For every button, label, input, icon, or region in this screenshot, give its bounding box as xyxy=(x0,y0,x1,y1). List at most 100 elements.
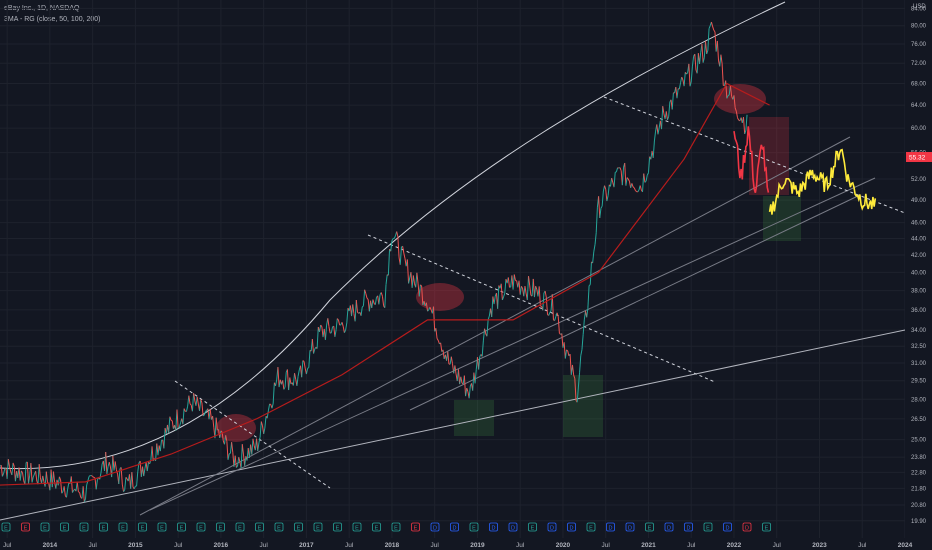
trend-line xyxy=(0,329,906,521)
price-candle xyxy=(313,348,316,354)
event-marker-label: E xyxy=(141,526,145,532)
price-candle xyxy=(564,349,568,359)
price-candle xyxy=(241,444,244,455)
event-marker-label: D xyxy=(726,526,730,532)
price-candle xyxy=(307,367,310,369)
price-candle xyxy=(435,328,438,339)
highlight-ellipse xyxy=(714,84,766,114)
price-candle xyxy=(601,191,604,207)
price-candle xyxy=(535,285,538,290)
price-candle xyxy=(283,386,286,390)
price-candle xyxy=(635,190,637,192)
event-marker-label: E xyxy=(82,526,86,532)
time-tick: Jul xyxy=(174,542,183,549)
trend-line xyxy=(149,177,876,511)
price-candle xyxy=(288,377,291,391)
event-marker xyxy=(40,522,50,532)
price-candle xyxy=(366,297,369,300)
price-candle xyxy=(106,466,109,474)
price-candle xyxy=(576,386,579,403)
time-tick: Jul xyxy=(431,542,440,549)
price-candle xyxy=(387,249,391,276)
price-candle xyxy=(647,156,651,173)
event-marker-label: E xyxy=(102,526,106,532)
price-candle xyxy=(178,422,182,428)
indicator-title[interactable]: 3MA - RG (close, 50, 100, 200) xyxy=(4,16,101,23)
price-tick: 49.00 xyxy=(911,198,927,204)
price-candle xyxy=(520,286,524,289)
price-candle xyxy=(391,238,394,241)
event-marker-label: E xyxy=(765,526,769,532)
price-candle xyxy=(328,326,331,334)
price-candle xyxy=(690,66,693,83)
price-candle xyxy=(737,117,740,121)
price-candle xyxy=(472,372,475,391)
price-candle xyxy=(554,316,557,321)
time-axis: Jul 2014 Jul 2015 Jul 2016 Jul 2017 Jul 2018 Jul 20… xyxy=(3,542,913,549)
event-marker-label: E xyxy=(4,526,8,532)
price-candle xyxy=(666,116,670,121)
event-marker-label: E xyxy=(375,526,379,532)
price-candle xyxy=(686,72,689,75)
price-candle xyxy=(447,351,450,365)
price-candle xyxy=(176,409,179,429)
time-tick: 2022 xyxy=(727,542,742,549)
price-tick: 80.00 xyxy=(911,24,927,30)
price-candle xyxy=(12,462,15,467)
price-candle xyxy=(188,395,191,404)
price-tick: 72.00 xyxy=(911,61,927,67)
event-marker-label: E xyxy=(180,526,184,532)
price-candle xyxy=(497,285,500,309)
event-marker xyxy=(138,522,147,532)
price-candle xyxy=(653,131,657,141)
price-candle xyxy=(710,21,714,27)
event-marker xyxy=(177,522,186,532)
price-candle xyxy=(282,380,285,390)
event-marker xyxy=(489,522,498,532)
price-candle xyxy=(399,246,402,265)
price-candle xyxy=(592,251,595,264)
price-candle xyxy=(609,178,613,187)
event-marker xyxy=(586,522,596,532)
price-candle xyxy=(681,76,684,81)
price-candle xyxy=(294,373,297,380)
price-candle xyxy=(269,403,272,405)
event-marker-label: E xyxy=(531,526,535,532)
price-candle xyxy=(79,492,82,498)
price-candle xyxy=(372,299,375,304)
event-marker-label: D xyxy=(492,526,496,532)
price-tick: 38.00 xyxy=(911,289,927,295)
price-candle xyxy=(234,455,237,468)
price-candle xyxy=(563,342,566,359)
price-candle xyxy=(702,57,705,63)
price-candle xyxy=(625,177,628,186)
price-candle xyxy=(569,354,572,375)
price-candle xyxy=(577,372,581,388)
event-marker xyxy=(1,522,11,532)
price-candle xyxy=(259,421,262,438)
event-marker xyxy=(508,522,518,532)
price-candle xyxy=(133,485,136,490)
price-candle xyxy=(311,339,315,354)
price-candle xyxy=(87,476,90,481)
event-marker-label: E xyxy=(414,526,418,532)
price-candle xyxy=(163,427,166,449)
event-marker xyxy=(79,522,89,532)
price-candle xyxy=(131,472,134,488)
price-candle xyxy=(532,278,535,298)
price-candle xyxy=(354,299,357,322)
price-candle xyxy=(559,332,561,335)
time-tick: 2024 xyxy=(898,542,913,549)
price-candle xyxy=(100,463,103,474)
price-candle xyxy=(381,296,385,306)
event-marker-label: E xyxy=(238,526,242,532)
price-candle xyxy=(316,327,319,349)
price-candle xyxy=(42,475,45,482)
price-candle xyxy=(526,276,530,300)
event-marker xyxy=(391,522,401,532)
price-candle xyxy=(231,442,234,453)
price-candle xyxy=(454,365,457,374)
event-marker xyxy=(255,522,264,532)
current-price-label: 55.32 xyxy=(909,154,926,161)
